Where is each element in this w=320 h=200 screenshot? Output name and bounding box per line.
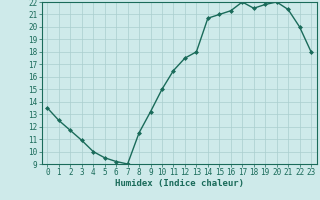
X-axis label: Humidex (Indice chaleur): Humidex (Indice chaleur): [115, 179, 244, 188]
